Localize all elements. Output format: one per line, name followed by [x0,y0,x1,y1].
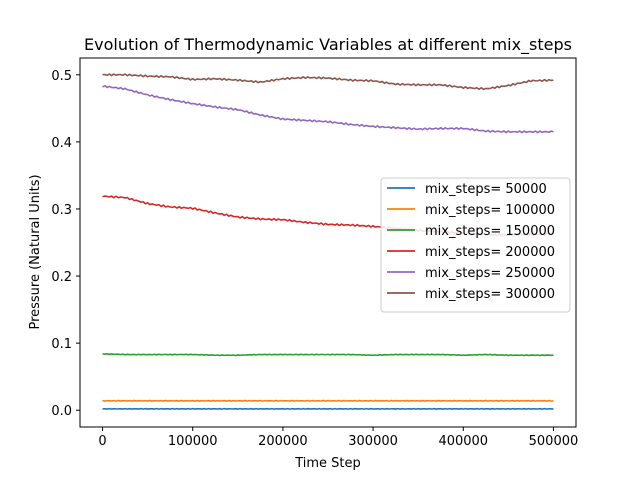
series-2 [102,352,554,357]
y-axis-label: Pressure (Natural Units) [28,174,43,329]
x-tick-label: 200000 [258,434,308,449]
y-tick-label: 0.3 [51,203,72,218]
legend-item: mix_steps= 250000 [387,266,555,281]
legend-box [380,177,571,313]
y-tick-label: 0.0 [51,404,72,419]
y-tick-label: 0.1 [51,337,72,352]
legend-label: mix_steps= 50000 [425,182,547,197]
series-line-0 [102,407,554,410]
chart-title: Evolution of Thermodynamic Variables at … [84,35,572,55]
y-axis: 0.0 0.1 0.2 0.3 0.4 0.5 [51,69,80,419]
x-tick-label: 100000 [168,434,218,449]
legend-label: mix_steps= 250000 [425,266,555,281]
legend-item: mix_steps= 50000 [387,182,547,197]
legend-label: mix_steps= 200000 [425,245,555,260]
legend: mix_steps= 50000 mix_steps= 100000 mix_ste… [380,177,571,313]
series-line-2 [102,352,554,357]
x-axis-label: Time Step [294,456,361,471]
legend-item: mix_steps= 100000 [387,203,555,218]
x-tick-label: 300000 [348,434,398,449]
legend-label: mix_steps= 100000 [425,203,555,218]
x-axis: 0 100000 200000 300000 400000 500000 [98,427,578,449]
x-tick-label: 0 [98,434,106,449]
x-tick-label: 500000 [529,434,579,449]
series-layer [102,73,554,410]
series-4 [102,84,554,134]
legend-item: mix_steps= 300000 [387,287,555,302]
x-tick-label: 400000 [438,434,488,449]
series-line-4 [102,84,554,134]
series-line-1 [102,399,554,402]
series-line-5 [102,73,554,91]
y-tick-label: 0.5 [51,69,72,84]
plot-frame [79,57,577,428]
legend-label: mix_steps= 150000 [425,224,555,239]
legend-item: mix_steps= 200000 [387,245,555,260]
legend-item: mix_steps= 150000 [387,224,555,239]
series-5 [102,73,554,91]
series-0 [102,407,554,410]
y-tick-label: 0.4 [51,136,72,151]
y-tick-label: 0.2 [51,270,72,285]
series-1 [102,399,554,402]
legend-label: mix_steps= 300000 [425,287,555,302]
